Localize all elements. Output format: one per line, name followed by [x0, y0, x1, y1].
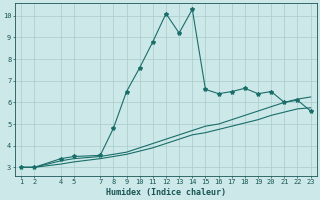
X-axis label: Humidex (Indice chaleur): Humidex (Indice chaleur): [106, 188, 226, 197]
